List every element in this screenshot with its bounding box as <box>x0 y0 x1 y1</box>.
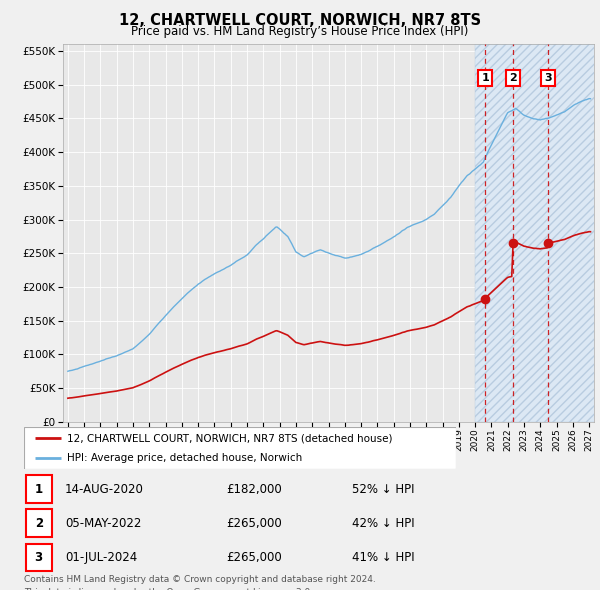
Text: This data is licensed under the Open Government Licence v3.0.: This data is licensed under the Open Gov… <box>24 588 313 590</box>
Text: 12, CHARTWELL COURT, NORWICH, NR7 8TS (detached house): 12, CHARTWELL COURT, NORWICH, NR7 8TS (d… <box>67 434 392 444</box>
Text: 14-AUG-2020: 14-AUG-2020 <box>65 483 144 496</box>
Text: 3: 3 <box>545 73 552 83</box>
Text: HPI: Average price, detached house, Norwich: HPI: Average price, detached house, Norw… <box>67 453 302 463</box>
Text: 52% ↓ HPI: 52% ↓ HPI <box>352 483 414 496</box>
Text: £265,000: £265,000 <box>226 551 282 564</box>
Text: Price paid vs. HM Land Registry’s House Price Index (HPI): Price paid vs. HM Land Registry’s House … <box>131 25 469 38</box>
Text: 1: 1 <box>481 73 489 83</box>
Text: 12, CHARTWELL COURT, NORWICH, NR7 8TS: 12, CHARTWELL COURT, NORWICH, NR7 8TS <box>119 13 481 28</box>
Text: £182,000: £182,000 <box>226 483 282 496</box>
Text: 42% ↓ HPI: 42% ↓ HPI <box>352 517 414 530</box>
Bar <box>26 543 52 572</box>
Text: 3: 3 <box>35 551 43 564</box>
Bar <box>26 509 52 537</box>
Text: Contains HM Land Registry data © Crown copyright and database right 2024.: Contains HM Land Registry data © Crown c… <box>24 575 376 584</box>
Bar <box>475 44 597 422</box>
Text: 05-MAY-2022: 05-MAY-2022 <box>65 517 142 530</box>
Bar <box>26 475 52 503</box>
Text: 01-JUL-2024: 01-JUL-2024 <box>65 551 137 564</box>
Text: 2: 2 <box>35 517 43 530</box>
Text: £265,000: £265,000 <box>226 517 282 530</box>
Text: 41% ↓ HPI: 41% ↓ HPI <box>352 551 414 564</box>
Text: 2: 2 <box>509 73 517 83</box>
Text: 1: 1 <box>35 483 43 496</box>
